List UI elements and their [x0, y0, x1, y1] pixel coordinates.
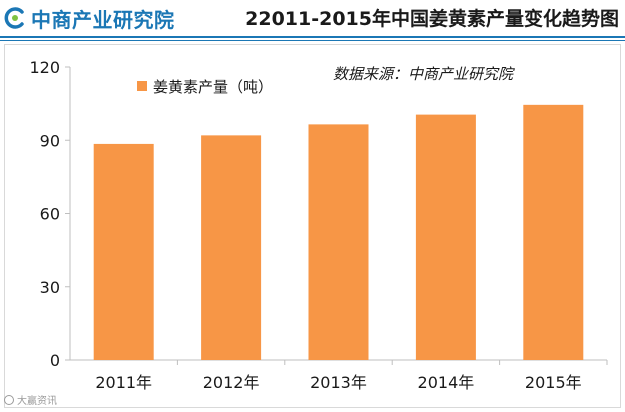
bar-chart: 0 30 60 90 120 2011年 2012年 2013年 2014年 2015年 姜黄素产量…	[29, 58, 608, 392]
header: 中商产业研究院 22011-2015年中国姜黄素产量变化趋势图	[0, 0, 625, 41]
header-rule-thin	[0, 40, 625, 41]
watermark: 大赢资讯	[4, 392, 57, 407]
y-tick-label: 30	[40, 278, 60, 297]
bar-4	[415, 114, 476, 360]
bar-5	[523, 104, 584, 361]
legend-swatch	[137, 81, 147, 91]
header-rule	[0, 36, 625, 38]
bar-2	[201, 135, 262, 360]
x-tick-label: 2014年	[418, 373, 475, 392]
x-tick-label: 2013年	[310, 373, 367, 392]
bar-3	[308, 124, 369, 360]
watermark-text: 大赢资讯	[17, 396, 57, 407]
bar-1	[93, 143, 154, 360]
logo: 中商产业研究院	[3, 5, 175, 32]
x-tick-label: 2012年	[203, 373, 260, 392]
logo-text: 中商产业研究院	[31, 7, 175, 32]
y-tick-label: 90	[40, 131, 60, 150]
y-tick-label: 120	[29, 58, 60, 77]
watermark-icon	[4, 394, 14, 405]
chart-frame: 0 30 60 90 120 2011年 2012年 2013年 2014年 2015年 姜黄素产量…	[4, 44, 621, 408]
page-title: 22011-2015年中国姜黄素产量变化趋势图	[245, 8, 619, 30]
x-tick-label: 2015年	[525, 373, 582, 392]
legend-label: 姜黄素产量（吨）	[153, 78, 273, 96]
y-tick-label: 0	[50, 351, 60, 370]
source-annotation: 数据来源：中商产业研究院	[333, 65, 515, 83]
y-tick-label: 60	[40, 205, 60, 224]
logo-c-icon	[4, 7, 24, 29]
x-tick-label: 2011年	[95, 373, 152, 392]
